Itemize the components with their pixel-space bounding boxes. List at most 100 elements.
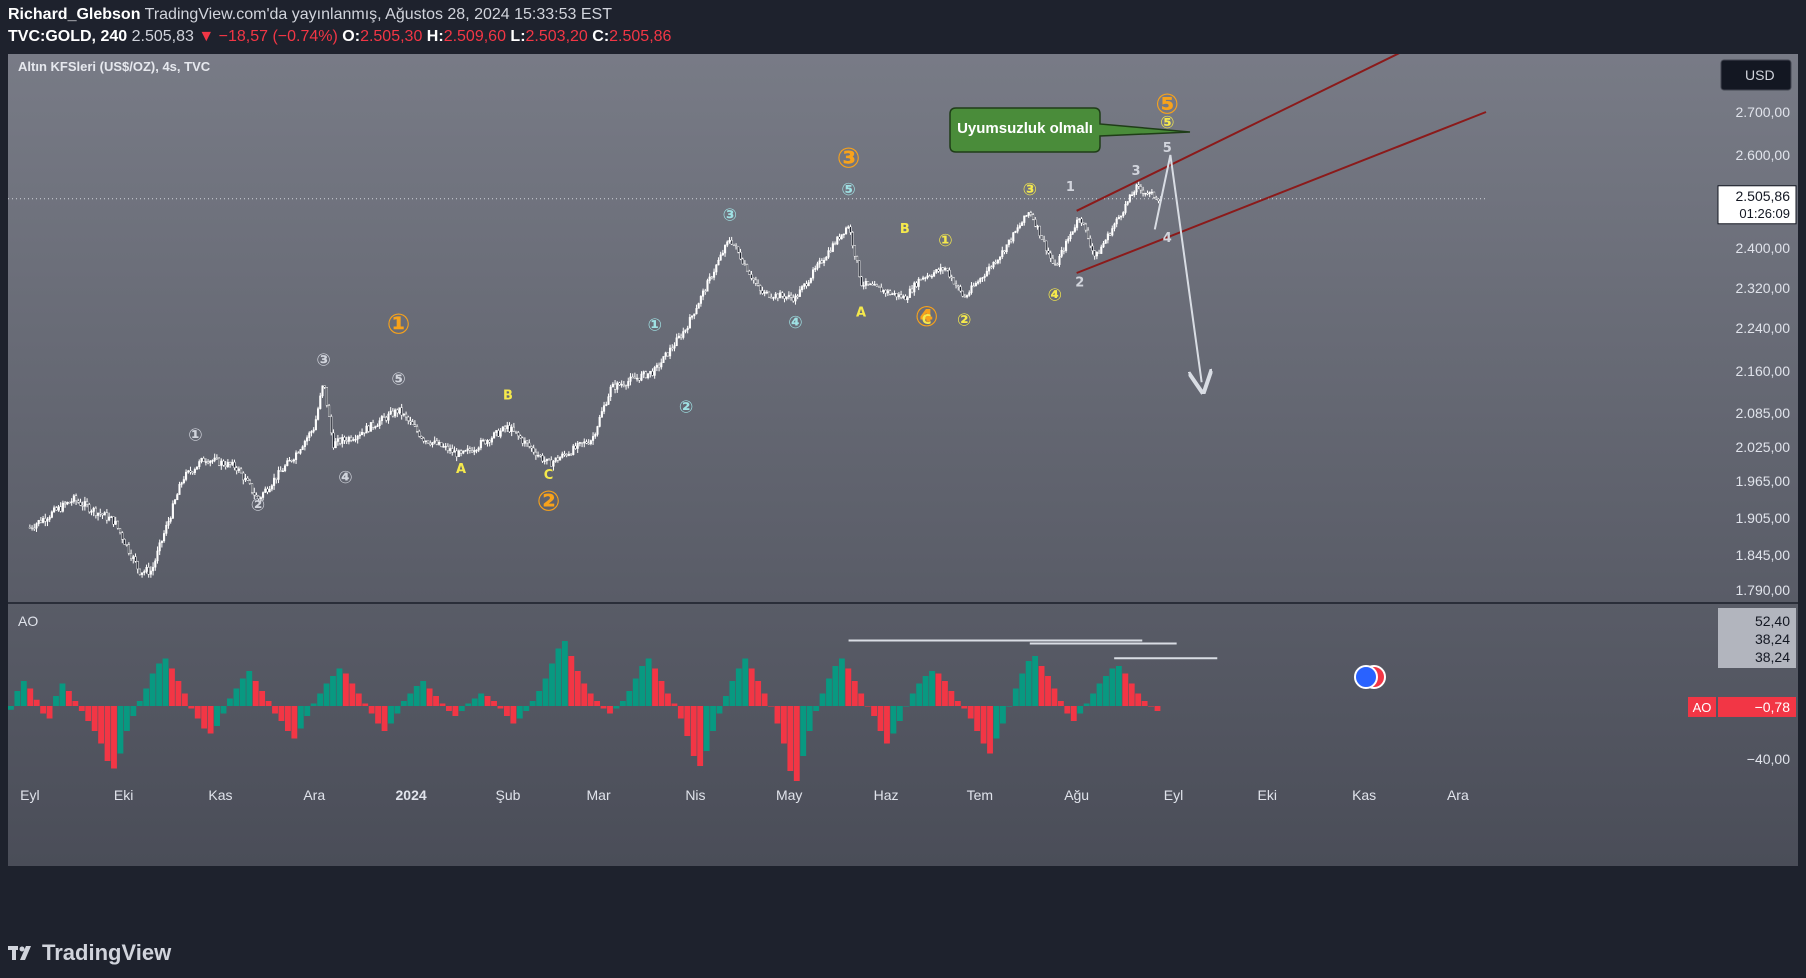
wave-label[interactable]: ③ xyxy=(316,350,330,370)
wave-label[interactable]: ③ xyxy=(837,142,861,175)
candle-body xyxy=(328,405,331,417)
time-tick-label: Şub xyxy=(495,787,520,803)
wave-label[interactable]: ② xyxy=(251,496,265,516)
ao-bar xyxy=(362,703,369,706)
wave-label[interactable]: ④ xyxy=(788,313,802,333)
candle-body xyxy=(838,236,841,240)
candle-body xyxy=(149,570,152,575)
publish-info: TradingView.com'da yayınlanmış, Ağustos … xyxy=(144,6,612,23)
candle-body xyxy=(394,409,397,417)
ao-bar xyxy=(317,693,324,706)
wave-label[interactable]: B xyxy=(503,389,513,404)
wave-label[interactable]: ④ xyxy=(915,300,939,333)
ao-bar xyxy=(1070,706,1077,721)
candles xyxy=(28,181,1162,578)
ao-bar xyxy=(858,693,865,706)
ao-bar xyxy=(246,671,253,706)
candle-body xyxy=(409,420,412,422)
wave-label[interactable]: ③ xyxy=(723,205,737,225)
wave-label[interactable]: ⑤ xyxy=(1155,88,1179,121)
wave-label[interactable]: 2 xyxy=(1075,276,1084,291)
ao-bar xyxy=(304,706,311,716)
ao-bar xyxy=(645,658,652,706)
wave-label[interactable]: ⑤ xyxy=(1160,113,1174,133)
candle-body xyxy=(119,528,122,533)
candle-body xyxy=(1124,204,1127,213)
wave-label[interactable]: ③ xyxy=(1023,180,1037,200)
candle-body xyxy=(950,276,953,279)
wave-label[interactable]: B xyxy=(900,222,910,237)
candle-body xyxy=(1153,191,1156,198)
ao-bars xyxy=(8,641,1161,781)
wave-label[interactable]: C xyxy=(922,313,932,328)
wave-label[interactable]: A xyxy=(456,462,466,477)
wave-label[interactable]: ⑤ xyxy=(391,369,405,389)
us-flag-icon[interactable] xyxy=(1354,665,1378,689)
ao-bar xyxy=(735,668,742,706)
wave-label[interactable]: ② xyxy=(679,397,693,417)
ao-bar xyxy=(948,691,955,706)
change-arrow-icon: ▼ xyxy=(198,28,215,45)
wave-label[interactable]: C xyxy=(544,468,554,483)
candle-body xyxy=(796,295,799,298)
wave-label[interactable]: ① xyxy=(938,231,952,251)
ao-bar xyxy=(716,706,723,714)
candle-body xyxy=(334,441,337,449)
ao-bar xyxy=(368,706,375,714)
ao-bar xyxy=(14,691,21,706)
wave-label[interactable]: 4 xyxy=(1163,231,1172,246)
wave-label[interactable]: 3 xyxy=(1132,164,1141,179)
candle-body xyxy=(719,254,722,261)
candle-body xyxy=(1067,238,1070,242)
channel-line[interactable] xyxy=(1076,111,1487,274)
candle-body xyxy=(911,288,914,293)
ao-bar xyxy=(723,696,729,706)
wave-label[interactable]: ① xyxy=(188,426,202,446)
ao-bar xyxy=(510,706,517,724)
wave-label[interactable]: 5 xyxy=(1163,141,1172,156)
wave-label[interactable]: ② xyxy=(957,311,971,331)
currency-button[interactable] xyxy=(1720,59,1792,91)
author-name[interactable]: Richard_Glebson xyxy=(8,6,141,23)
wave-label[interactable]: ① xyxy=(648,316,662,336)
wave-label[interactable]: ④ xyxy=(1048,286,1062,306)
ao-bar xyxy=(53,696,59,706)
candle-body xyxy=(418,431,421,437)
projection-arrow[interactable] xyxy=(1153,154,1202,382)
ao-bar xyxy=(136,701,143,706)
candle-body xyxy=(541,455,544,462)
candle-body xyxy=(442,446,445,448)
candle-body xyxy=(801,286,804,291)
candle-body xyxy=(587,442,590,445)
candle-body xyxy=(805,283,808,287)
candle-body xyxy=(660,362,663,368)
candle-body xyxy=(743,263,746,266)
candle-body xyxy=(336,438,339,442)
wave-label[interactable]: A xyxy=(856,306,866,321)
ao-bar xyxy=(1006,706,1013,707)
candle-body xyxy=(508,425,511,432)
chart-svg[interactable]: Altın KFSleri (US$/OZ), 4s, TVC ① ② ③ ④ ⑤ ① ② ③ ④… xyxy=(8,54,1798,932)
ao-pane-title: AO xyxy=(18,613,38,629)
wave-label[interactable]: ① xyxy=(387,308,411,341)
candle-body xyxy=(1045,240,1048,251)
candle-body xyxy=(416,426,419,432)
ao-bar xyxy=(1032,656,1039,706)
ao-bar xyxy=(896,706,903,721)
wave-label[interactable]: ② xyxy=(537,485,561,518)
chart-container[interactable]: Altın KFSleri (US$/OZ), 4s, TVC ① ② ③ ④ ⑤ ① ② ③ ④… xyxy=(8,54,1798,932)
wave-label[interactable]: ④ xyxy=(338,468,352,488)
candle-body xyxy=(532,447,535,453)
candle-body xyxy=(798,289,801,297)
candle-body xyxy=(1157,198,1160,202)
channel-line[interactable] xyxy=(1076,54,1455,212)
time-axis[interactable] xyxy=(8,782,1798,806)
time-tick-label: Eki xyxy=(114,787,133,803)
candle-body xyxy=(251,483,254,493)
wave-label[interactable]: 1 xyxy=(1066,180,1075,195)
candle-body xyxy=(312,429,315,432)
ao-bar xyxy=(594,701,601,706)
wave-label[interactable]: ⑤ xyxy=(841,180,855,200)
candle-body xyxy=(468,448,471,451)
callout-bubble[interactable] xyxy=(949,107,1191,153)
